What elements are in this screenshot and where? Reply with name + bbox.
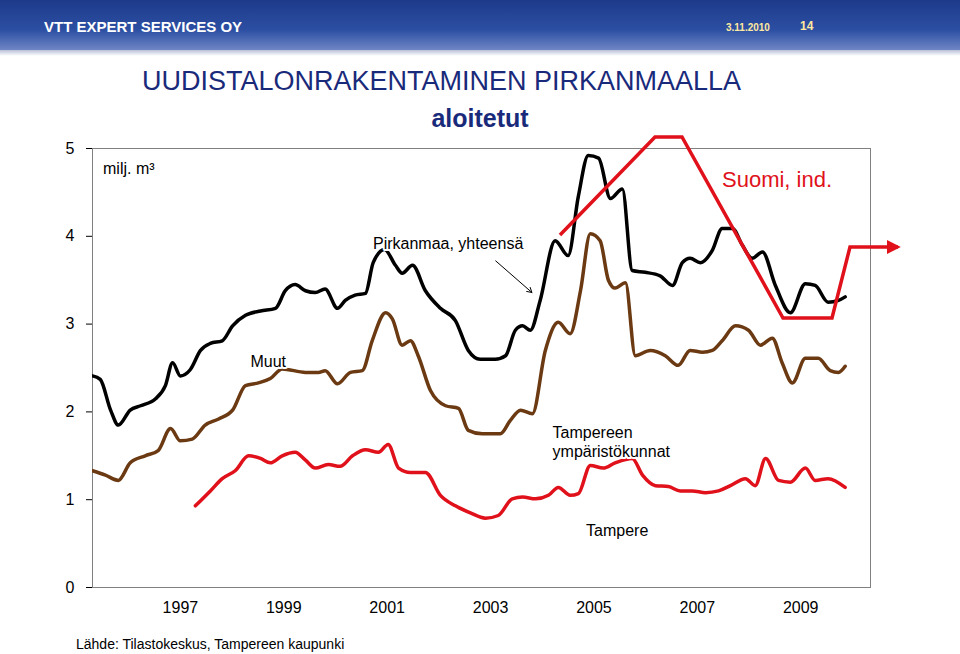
svg-text:1997: 1997 — [163, 599, 199, 616]
html-text:Lähde: Tilastokeskus, Tamperee: Lähde: Tilastokeskus, Tampereen kaupunki — [76, 636, 345, 652]
html-text:3.11.2010: 3.11.2010 — [726, 22, 770, 33]
svg-text:2005: 2005 — [576, 599, 612, 616]
html-text:milj. m³: milj. m³ — [103, 160, 155, 177]
svg-text:4: 4 — [66, 227, 75, 244]
svg-text:2007: 2007 — [680, 599, 716, 616]
svg-text:1: 1 — [66, 491, 75, 508]
html-text:14: 14 — [800, 19, 814, 33]
svg-text:2003: 2003 — [473, 599, 509, 616]
svg-text:Pirkanmaa, yhteensä: Pirkanmaa, yhteensä — [373, 235, 523, 252]
svg-text:Muut: Muut — [250, 353, 286, 370]
svg-text:0: 0 — [66, 579, 75, 596]
svg-text:Tampereenympäristökunnat: Tampereenympäristökunnat — [553, 424, 671, 459]
html-text:VTT EXPERT SERVICES OY: VTT EXPERT SERVICES OY — [44, 18, 243, 35]
svg-text:5: 5 — [66, 140, 75, 157]
svg-text:3: 3 — [66, 315, 75, 332]
svg-text:Tampere: Tampere — [586, 522, 648, 539]
svg-text:2009: 2009 — [783, 599, 819, 616]
html-text:UUDISTALONRAKENTAMINEN PIRKANM: UUDISTALONRAKENTAMINEN PIRKANMAALLA — [142, 66, 742, 96]
html-text:Suomi, ind.: Suomi, ind. — [722, 167, 833, 192]
html-text:aloitetut: aloitetut — [431, 104, 529, 132]
svg-text:2001: 2001 — [369, 599, 405, 616]
svg-text:1999: 1999 — [266, 599, 302, 616]
svg-text:2: 2 — [66, 403, 75, 420]
